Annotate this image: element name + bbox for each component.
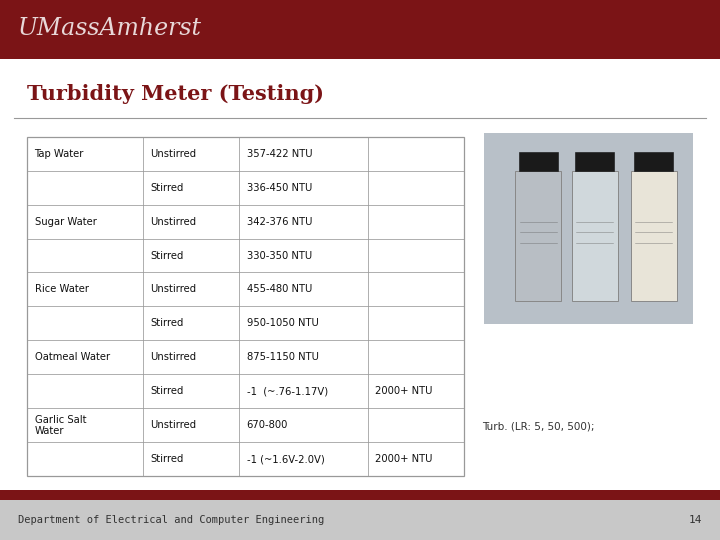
Text: Garlic Salt
Water: Garlic Salt Water bbox=[35, 415, 86, 436]
Text: Unstirred: Unstirred bbox=[150, 285, 197, 294]
Bar bbox=[0, 500, 720, 540]
Bar bbox=[631, 171, 677, 301]
Text: Stirred: Stirred bbox=[150, 319, 184, 328]
Bar bbox=[634, 152, 673, 171]
Text: 336-450 NTU: 336-450 NTU bbox=[246, 183, 312, 193]
Bar bbox=[516, 171, 562, 301]
Bar bbox=[484, 133, 693, 324]
Bar bbox=[575, 152, 614, 171]
Text: Stirred: Stirred bbox=[150, 183, 184, 193]
Text: 670-800: 670-800 bbox=[246, 420, 288, 430]
Bar bbox=[0, 490, 720, 500]
Text: Department of Electrical and Computer Engineering: Department of Electrical and Computer En… bbox=[18, 515, 324, 525]
Bar bbox=[518, 152, 558, 171]
Text: Tap Water: Tap Water bbox=[35, 148, 84, 159]
Bar bbox=[27, 137, 464, 476]
Text: 2000+ NTU: 2000+ NTU bbox=[375, 454, 433, 464]
Text: 330-350 NTU: 330-350 NTU bbox=[246, 251, 312, 260]
Text: Rice Water: Rice Water bbox=[35, 285, 89, 294]
Text: 2000+ NTU: 2000+ NTU bbox=[375, 386, 433, 396]
Text: Stirred: Stirred bbox=[150, 386, 184, 396]
Text: UMassAmherst: UMassAmherst bbox=[18, 17, 202, 40]
Text: 342-376 NTU: 342-376 NTU bbox=[246, 217, 312, 227]
Text: Stirred: Stirred bbox=[150, 454, 184, 464]
Text: Unstirred: Unstirred bbox=[150, 217, 197, 227]
Text: Turbidity Meter (Testing): Turbidity Meter (Testing) bbox=[27, 84, 324, 105]
Text: 455-480 NTU: 455-480 NTU bbox=[246, 285, 312, 294]
Text: -1  (~.76-1.17V): -1 (~.76-1.17V) bbox=[246, 386, 328, 396]
Bar bbox=[572, 171, 618, 301]
Text: Oatmeal Water: Oatmeal Water bbox=[35, 353, 109, 362]
Bar bbox=[0, 0, 720, 59]
Text: Unstirred: Unstirred bbox=[150, 353, 197, 362]
Text: 357-422 NTU: 357-422 NTU bbox=[246, 148, 312, 159]
Text: Unstirred: Unstirred bbox=[150, 148, 197, 159]
Text: 875-1150 NTU: 875-1150 NTU bbox=[246, 353, 318, 362]
Text: 14: 14 bbox=[688, 515, 702, 525]
Text: Unstirred: Unstirred bbox=[150, 420, 197, 430]
Text: 950-1050 NTU: 950-1050 NTU bbox=[246, 319, 318, 328]
Bar bbox=[475, 123, 702, 334]
Text: Sugar Water: Sugar Water bbox=[35, 217, 96, 227]
Text: Stirred: Stirred bbox=[150, 251, 184, 260]
Text: -1 (~1.6V-2.0V): -1 (~1.6V-2.0V) bbox=[246, 454, 324, 464]
Text: Turb. (LR: 5, 50, 500);: Turb. (LR: 5, 50, 500); bbox=[482, 421, 595, 431]
